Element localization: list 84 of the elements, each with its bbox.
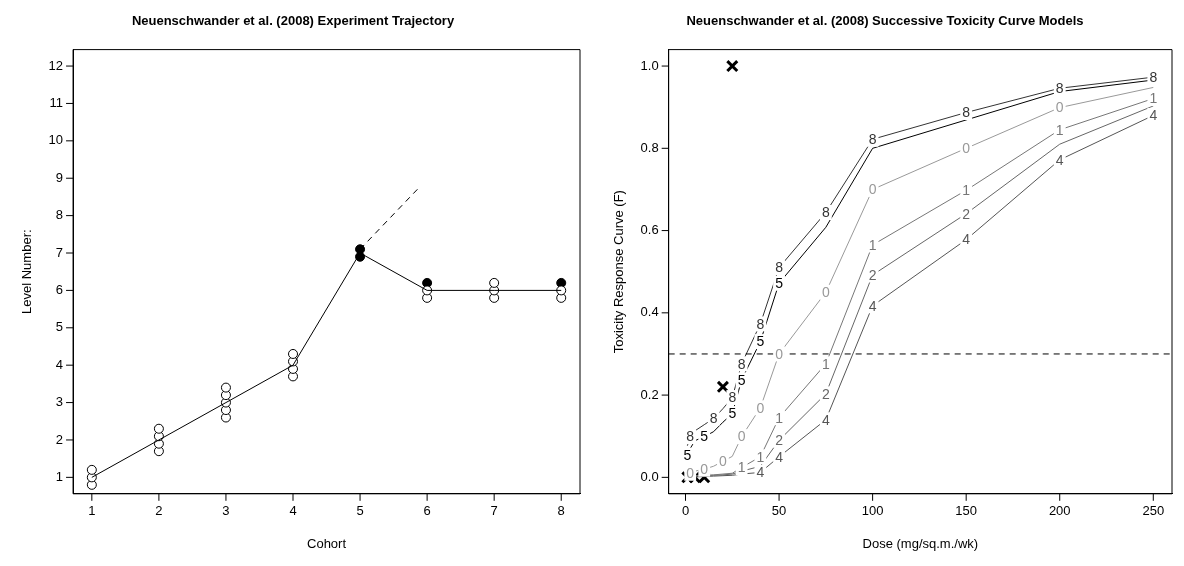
text: 1 bbox=[962, 182, 971, 199]
x-tick-label: 7 bbox=[490, 503, 498, 519]
text: 1 bbox=[1149, 90, 1158, 107]
text: 8 bbox=[962, 104, 971, 121]
y-axis-title: Level Number: bbox=[19, 229, 35, 314]
series-label: 5 bbox=[728, 405, 737, 422]
text: 4 bbox=[1149, 107, 1158, 124]
y-tick-label: 12 bbox=[48, 57, 64, 73]
text: 4 bbox=[868, 297, 877, 314]
y-tick-label: 1.0 bbox=[640, 57, 659, 73]
text: 0 bbox=[962, 140, 971, 157]
series-label: 4 bbox=[821, 411, 830, 428]
y-tick-label: 6 bbox=[55, 281, 64, 297]
series-label: 2 bbox=[821, 385, 830, 402]
y-tick-label: 7 bbox=[55, 244, 64, 260]
y-tick-label: 9 bbox=[55, 169, 64, 185]
y-tick-label: 0.4 bbox=[640, 304, 659, 320]
x-tick-label: 6 bbox=[423, 503, 431, 519]
y-tick-label: 3 bbox=[55, 394, 64, 410]
text: 8 bbox=[821, 204, 830, 221]
y-tick-label: 0.8 bbox=[640, 139, 659, 155]
series-label: 1 bbox=[756, 448, 765, 465]
text: 0 bbox=[719, 453, 727, 470]
x-axis-title: Cohort bbox=[307, 535, 347, 551]
x-tick-label: 0 bbox=[681, 503, 690, 519]
text: 1 bbox=[775, 409, 783, 426]
x-tick-label: 8 bbox=[557, 503, 565, 519]
text: 4 bbox=[775, 448, 783, 465]
text: 2 bbox=[775, 432, 783, 449]
text: 2 bbox=[962, 205, 971, 222]
text: 1 bbox=[868, 236, 877, 253]
text: 8 bbox=[737, 355, 746, 372]
text: 5 bbox=[756, 333, 765, 350]
x-tick-label: 100 bbox=[861, 503, 884, 519]
text: 8 bbox=[1149, 69, 1158, 86]
x-tick-label: 150 bbox=[955, 503, 978, 519]
x-tick-label: 4 bbox=[289, 503, 297, 519]
text: 2 bbox=[868, 266, 877, 283]
x-tick-label: 1 bbox=[88, 503, 96, 519]
text: 0 bbox=[1055, 99, 1064, 116]
text: 5 bbox=[683, 447, 692, 463]
text: 0 bbox=[686, 465, 695, 482]
chart-title: Neuenschwander et al. (2008) Experiment Trajectory bbox=[131, 13, 455, 29]
y-tick-label: 5 bbox=[55, 319, 64, 335]
text: 4 bbox=[962, 231, 971, 248]
text: 5 bbox=[737, 371, 746, 388]
y-tick-label: 0.6 bbox=[640, 222, 659, 238]
y-tick-label: 2 bbox=[55, 431, 64, 447]
y-tick-label: 1 bbox=[55, 468, 64, 484]
series-label: 0 bbox=[756, 399, 765, 416]
y-axis-title: Toxicity Response Curve (F) bbox=[611, 190, 627, 354]
x-tick-label: 3 bbox=[222, 503, 230, 519]
x-tick-label: 200 bbox=[1048, 503, 1071, 519]
text: 1 bbox=[1055, 121, 1064, 138]
text: 8 bbox=[686, 428, 695, 445]
series-label: 8 bbox=[728, 389, 737, 406]
x-tick-label: 2 bbox=[155, 503, 163, 519]
text: 8 bbox=[1055, 80, 1064, 97]
text: 1 bbox=[737, 459, 746, 476]
text: 0 bbox=[821, 284, 830, 301]
x-axis-title: Dose (mg/sq.m./wk) bbox=[862, 535, 979, 551]
text: 8 bbox=[868, 131, 877, 148]
y-tick-label: 0.2 bbox=[640, 386, 659, 402]
text: 4 bbox=[1055, 151, 1064, 168]
text: 0 bbox=[737, 428, 746, 445]
y-tick-label: 0.0 bbox=[640, 468, 659, 484]
y-tick-label: 11 bbox=[49, 95, 64, 111]
text: 5 bbox=[775, 275, 783, 292]
y-tick-label: 8 bbox=[55, 207, 64, 223]
text: 1 bbox=[821, 355, 830, 372]
chart-title: Neuenschwander et al. (2008) Successive Toxicity Curve Models bbox=[686, 13, 1084, 29]
text: 8 bbox=[775, 259, 783, 276]
x-tick-label: 50 bbox=[771, 503, 787, 519]
x-tick-label: 250 bbox=[1142, 503, 1165, 519]
text: 0 bbox=[700, 460, 709, 477]
x-tick-label: 5 bbox=[356, 503, 364, 519]
text: 0 bbox=[775, 345, 783, 362]
text: 8 bbox=[709, 410, 718, 427]
y-tick-label: 4 bbox=[55, 356, 64, 372]
text: 4 bbox=[756, 464, 765, 481]
text: 5 bbox=[700, 428, 709, 445]
y-tick-label: 10 bbox=[48, 132, 64, 148]
text: 8 bbox=[756, 315, 765, 332]
text: 0 bbox=[868, 181, 877, 198]
